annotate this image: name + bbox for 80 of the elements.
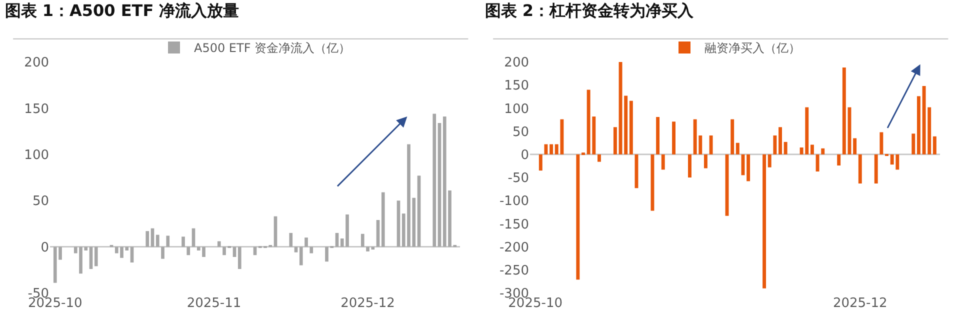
bar bbox=[704, 154, 708, 168]
bar bbox=[778, 127, 782, 154]
y-tick-label: 100 bbox=[24, 148, 49, 163]
bar bbox=[656, 116, 660, 154]
bar bbox=[238, 246, 242, 269]
bar bbox=[550, 144, 554, 154]
bar bbox=[299, 246, 303, 266]
y-tick-label: -100 bbox=[499, 194, 529, 210]
y-tick-label: 100 bbox=[504, 102, 529, 117]
y-tick-label: 200 bbox=[504, 56, 529, 71]
bar bbox=[810, 144, 814, 154]
bar bbox=[396, 200, 400, 247]
y-tick-label: -250 bbox=[499, 263, 529, 278]
bar bbox=[858, 154, 862, 184]
bar bbox=[544, 144, 548, 154]
bar bbox=[192, 228, 196, 247]
bar bbox=[289, 232, 293, 247]
bar bbox=[438, 122, 442, 247]
bar bbox=[661, 154, 665, 170]
bar bbox=[736, 142, 740, 154]
y-tick-label: 50 bbox=[32, 194, 49, 210]
bar bbox=[672, 122, 676, 154]
y-tick-label: -150 bbox=[499, 217, 529, 232]
bar bbox=[730, 119, 734, 154]
bar bbox=[376, 220, 380, 247]
bar bbox=[688, 154, 692, 178]
bar bbox=[880, 132, 884, 154]
bar bbox=[182, 236, 185, 247]
bar bbox=[916, 96, 920, 154]
bar bbox=[853, 138, 857, 154]
bar bbox=[146, 231, 150, 247]
y-tick-label: 150 bbox=[24, 102, 49, 117]
chart-title: 图表 2：杠杆资金转为净买入 bbox=[484, 1, 695, 20]
bar bbox=[874, 154, 878, 184]
y-tick-label: -50 bbox=[508, 171, 529, 186]
y-tick-label: 50 bbox=[512, 124, 529, 140]
bar bbox=[629, 100, 633, 154]
bar bbox=[417, 176, 421, 247]
bar bbox=[381, 192, 385, 247]
bar bbox=[816, 154, 820, 172]
bar bbox=[762, 154, 766, 288]
bar bbox=[746, 154, 750, 182]
y-tick-label: 0 bbox=[520, 148, 529, 163]
bar bbox=[768, 154, 772, 168]
bar bbox=[821, 148, 825, 154]
legend-label: A500 ETF 资金净流入（亿） bbox=[194, 41, 351, 56]
bar bbox=[837, 154, 841, 166]
bar bbox=[335, 232, 339, 247]
bar bbox=[784, 142, 788, 154]
bar bbox=[709, 135, 713, 154]
y-tick-label: 200 bbox=[24, 56, 49, 71]
bar bbox=[432, 114, 436, 247]
bar bbox=[186, 246, 190, 256]
bar bbox=[360, 234, 364, 247]
bar bbox=[310, 246, 314, 254]
legend-label: 融资净买入（亿） bbox=[704, 41, 800, 56]
bar bbox=[597, 154, 601, 162]
bar bbox=[156, 234, 160, 247]
bar bbox=[538, 154, 542, 171]
y-tick-label: 0 bbox=[40, 240, 49, 256]
bar bbox=[94, 246, 98, 266]
bar bbox=[166, 236, 170, 247]
bar bbox=[274, 216, 278, 247]
bar bbox=[842, 68, 846, 154]
x-tick-label: 2025-11 bbox=[186, 296, 242, 311]
x-tick-label: 2025-12 bbox=[340, 296, 395, 311]
y-tick-label: 150 bbox=[504, 78, 529, 94]
bar bbox=[613, 127, 617, 154]
bar bbox=[932, 136, 936, 154]
bar bbox=[912, 134, 916, 154]
bar bbox=[161, 246, 164, 259]
bar bbox=[576, 154, 580, 280]
x-tick-label: 2025-12 bbox=[832, 296, 888, 311]
bar bbox=[150, 228, 154, 247]
bar bbox=[773, 135, 777, 154]
bar bbox=[304, 238, 308, 247]
y-tick-label: -200 bbox=[499, 240, 529, 256]
bar bbox=[650, 154, 654, 211]
bar bbox=[217, 241, 221, 247]
chart-title: 图表 1：A500 ETF 净流入放量 bbox=[4, 1, 240, 20]
